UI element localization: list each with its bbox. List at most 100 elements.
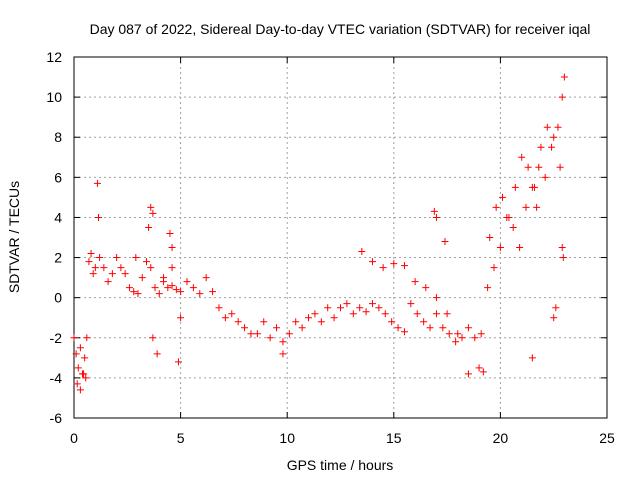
data-point: [147, 264, 155, 272]
data-point: [160, 274, 168, 282]
data-point: [117, 264, 125, 272]
data-point: [76, 386, 84, 394]
data-point: [411, 278, 419, 286]
data-point: [543, 123, 551, 131]
data-point: [362, 308, 370, 316]
data-point: [499, 193, 507, 201]
data-point: [358, 248, 366, 256]
data-point: [298, 324, 306, 332]
data-point: [221, 314, 229, 322]
data-point: [155, 290, 163, 298]
data-point: [475, 364, 483, 372]
data-point: [496, 244, 504, 252]
data-point: [422, 284, 430, 292]
data-point: [177, 314, 185, 322]
data-point: [420, 318, 428, 326]
data-point: [253, 330, 261, 338]
data-point: [560, 73, 568, 81]
data-point: [166, 229, 174, 237]
data-point: [164, 284, 172, 292]
data-point: [130, 288, 138, 296]
data-point: [247, 330, 255, 338]
data-point: [100, 264, 108, 272]
data-point: [400, 262, 408, 270]
y-axis-label: SDTVAR / TECUs: [6, 181, 22, 293]
data-point: [260, 318, 268, 326]
data-point: [241, 324, 249, 332]
data-point: [531, 183, 539, 191]
data-point: [168, 282, 176, 290]
data-point: [533, 203, 541, 211]
data-point: [464, 370, 472, 378]
data-point: [108, 270, 116, 278]
data-point: [516, 244, 524, 252]
data-point: [445, 330, 453, 338]
data-point: [73, 380, 81, 388]
data-point: [142, 258, 150, 266]
x-tick-label: 15: [386, 430, 402, 446]
data-point: [82, 374, 90, 382]
data-point: [443, 310, 451, 318]
data-point: [554, 123, 562, 131]
x-tick-label: 5: [177, 430, 185, 446]
data-point: [279, 338, 287, 346]
data-point: [324, 304, 332, 312]
data-point: [375, 304, 383, 312]
data-point: [209, 288, 217, 296]
data-point: [311, 310, 319, 318]
data-point: [552, 304, 560, 312]
data-point: [168, 264, 176, 272]
data-point: [132, 254, 140, 262]
axis-ticks: [73, 56, 608, 419]
data-point: [234, 318, 242, 326]
grid: [74, 57, 607, 418]
data-point: [432, 213, 440, 221]
data-point: [96, 254, 104, 262]
data-point: [80, 370, 88, 378]
data-point: [432, 310, 440, 318]
data-point: [285, 330, 293, 338]
data-point: [76, 344, 84, 352]
data-point: [174, 358, 182, 366]
data-point: [388, 318, 396, 326]
data-point: [492, 203, 500, 211]
data-point: [305, 314, 313, 322]
data-point: [518, 153, 526, 161]
data-point: [273, 324, 281, 332]
data-point: [349, 310, 357, 318]
y-tick-label: 4: [54, 209, 62, 225]
data-point: [356, 304, 364, 312]
data-point: [81, 354, 89, 362]
data-point: [149, 209, 157, 217]
x-axis-label: GPS time / hours: [287, 457, 394, 473]
data-point: [149, 334, 157, 342]
y-tick-label: 2: [54, 250, 62, 266]
data-point: [134, 290, 142, 298]
data-point: [558, 244, 566, 252]
x-tick-label: 0: [70, 430, 78, 446]
data-point: [550, 314, 558, 322]
data-point: [486, 234, 494, 241]
data-point: [125, 284, 133, 292]
data-point: [138, 274, 146, 282]
y-tick-label: 12: [46, 49, 62, 65]
data-point: [558, 93, 566, 101]
data-point: [535, 163, 543, 171]
data-point: [454, 330, 462, 338]
data-point: [559, 254, 567, 262]
data-point: [70, 334, 78, 342]
data-point: [196, 290, 204, 298]
data-point: [430, 207, 438, 215]
data-point: [113, 254, 121, 262]
data-point: [528, 354, 536, 362]
data-point: [145, 223, 153, 231]
data-points: [70, 73, 568, 394]
data-point: [511, 183, 519, 191]
y-tick-label: 10: [46, 89, 62, 105]
data-point: [441, 238, 449, 246]
data-point: [379, 264, 387, 272]
data-point: [400, 328, 408, 336]
data-point: [87, 250, 95, 258]
data-point: [509, 223, 517, 231]
data-point: [548, 143, 556, 151]
